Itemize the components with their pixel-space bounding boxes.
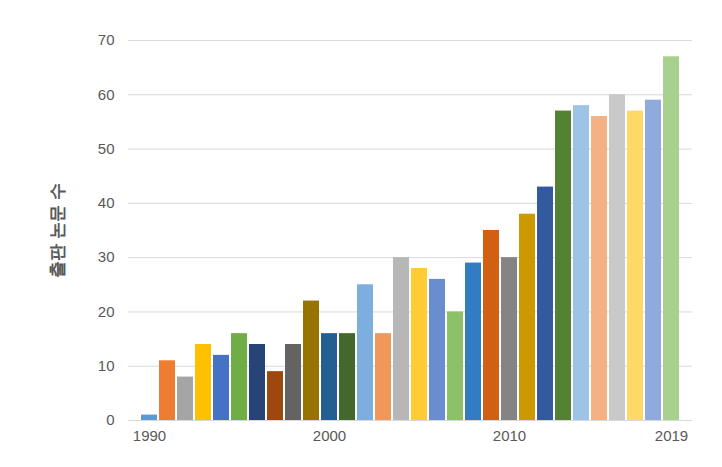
svg-text:70: 70 — [98, 31, 115, 48]
svg-text:2000: 2000 — [313, 427, 346, 444]
svg-text:2010: 2010 — [493, 427, 526, 444]
svg-text:60: 60 — [98, 86, 115, 103]
svg-text:50: 50 — [98, 140, 115, 157]
svg-text:40: 40 — [98, 194, 115, 211]
svg-text:0: 0 — [106, 411, 114, 428]
svg-text:20: 20 — [98, 303, 115, 320]
svg-text:2019: 2019 — [655, 427, 688, 444]
svg-text:1990: 1990 — [133, 427, 166, 444]
svg-text:출판 논문 수: 출판 논문 수 — [48, 183, 67, 277]
svg-text:30: 30 — [98, 248, 115, 265]
svg-text:10: 10 — [98, 357, 115, 374]
